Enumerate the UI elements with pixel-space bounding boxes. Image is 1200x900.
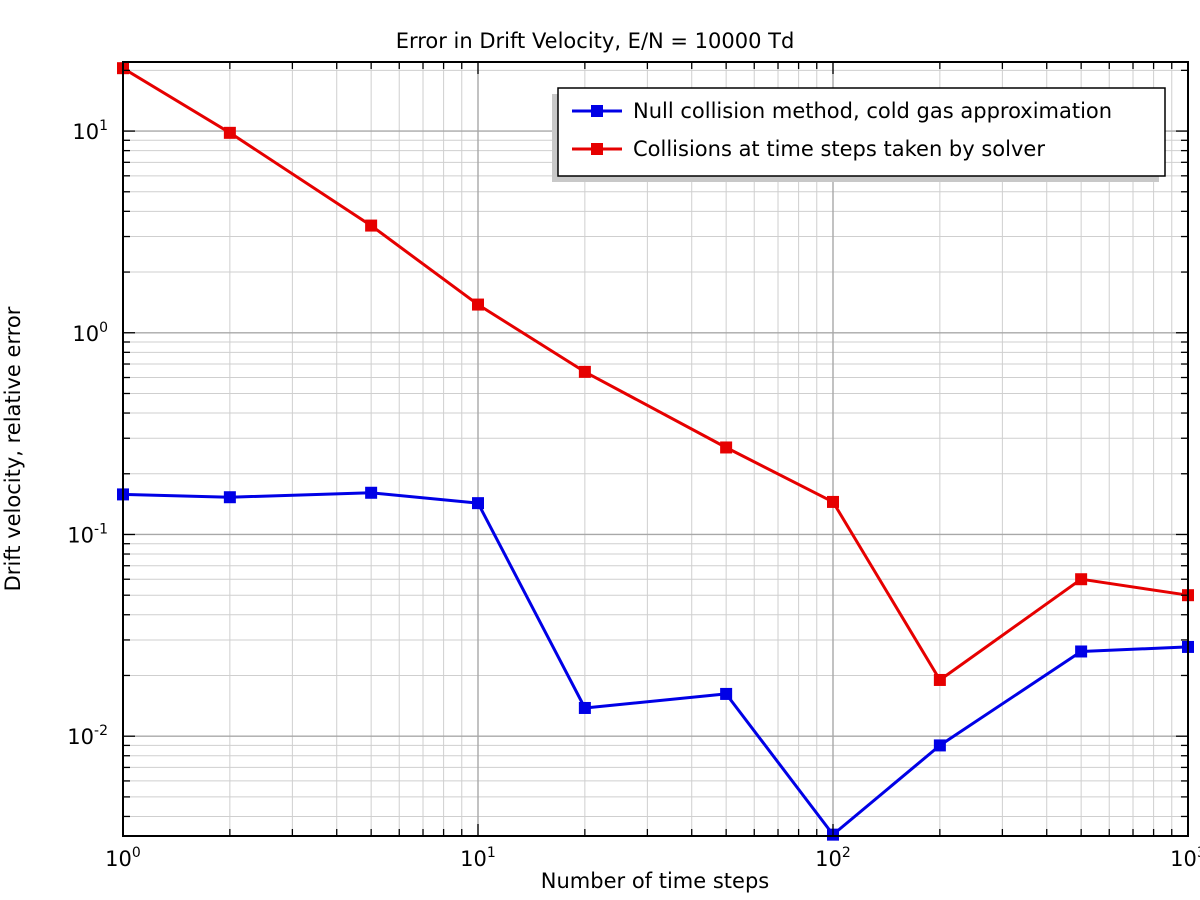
y-tick-label: 10-2 xyxy=(67,723,108,749)
y-tick-label: 101 xyxy=(72,118,108,144)
data-point xyxy=(223,126,236,139)
data-point xyxy=(1075,573,1088,586)
y-tick-labels: 10-2 10-1 100 101 xyxy=(67,118,108,749)
series-1 xyxy=(117,486,1194,841)
plot-frame xyxy=(122,61,1189,837)
x-tick-label: 102 xyxy=(815,845,851,871)
legend-box xyxy=(557,87,1166,177)
data-point xyxy=(578,365,591,378)
series-layer xyxy=(117,62,1194,841)
x-tick-label: 100 xyxy=(105,845,141,871)
series-line xyxy=(122,66,1189,682)
data-point xyxy=(223,491,236,504)
axis-ticks xyxy=(122,62,1189,836)
data-point xyxy=(365,486,378,499)
x-tick-labels: 100 101 102 103 xyxy=(105,845,1200,871)
data-point xyxy=(720,441,733,454)
data-point xyxy=(472,298,484,311)
y-tick-label: 10-1 xyxy=(67,521,108,547)
data-point xyxy=(578,701,591,714)
legend-item: Null collision method, cold gas approxim… xyxy=(572,99,1112,123)
data-point xyxy=(720,687,733,700)
x-axis-label: Number of time steps xyxy=(541,869,769,893)
legend-label: Collisions at time steps taken by solver xyxy=(633,137,1045,161)
x-tick-label: 103 xyxy=(1170,845,1200,871)
chart-title: Error in Drift Velocity, E/N = 10000 Td xyxy=(396,29,795,53)
data-point xyxy=(933,739,946,752)
legend: Null collision method, cold gas approxim… xyxy=(552,87,1166,182)
data-point xyxy=(827,495,839,508)
y-axis-label: Drift velocity, relative error xyxy=(1,306,25,591)
legend-marker xyxy=(591,105,603,117)
grid-minor-lines xyxy=(123,62,1188,836)
legend-marker xyxy=(591,143,603,155)
data-point xyxy=(1075,645,1088,658)
x-tick-label: 101 xyxy=(460,845,496,871)
series-2 xyxy=(117,62,1194,686)
data-point xyxy=(933,673,946,686)
series-line xyxy=(122,491,1189,837)
legend-label: Null collision method, cold gas approxim… xyxy=(633,99,1112,123)
legend-item: Collisions at time steps taken by solver xyxy=(572,137,1045,161)
data-point xyxy=(365,219,378,232)
y-tick-label: 100 xyxy=(72,320,108,346)
data-point xyxy=(472,497,484,510)
